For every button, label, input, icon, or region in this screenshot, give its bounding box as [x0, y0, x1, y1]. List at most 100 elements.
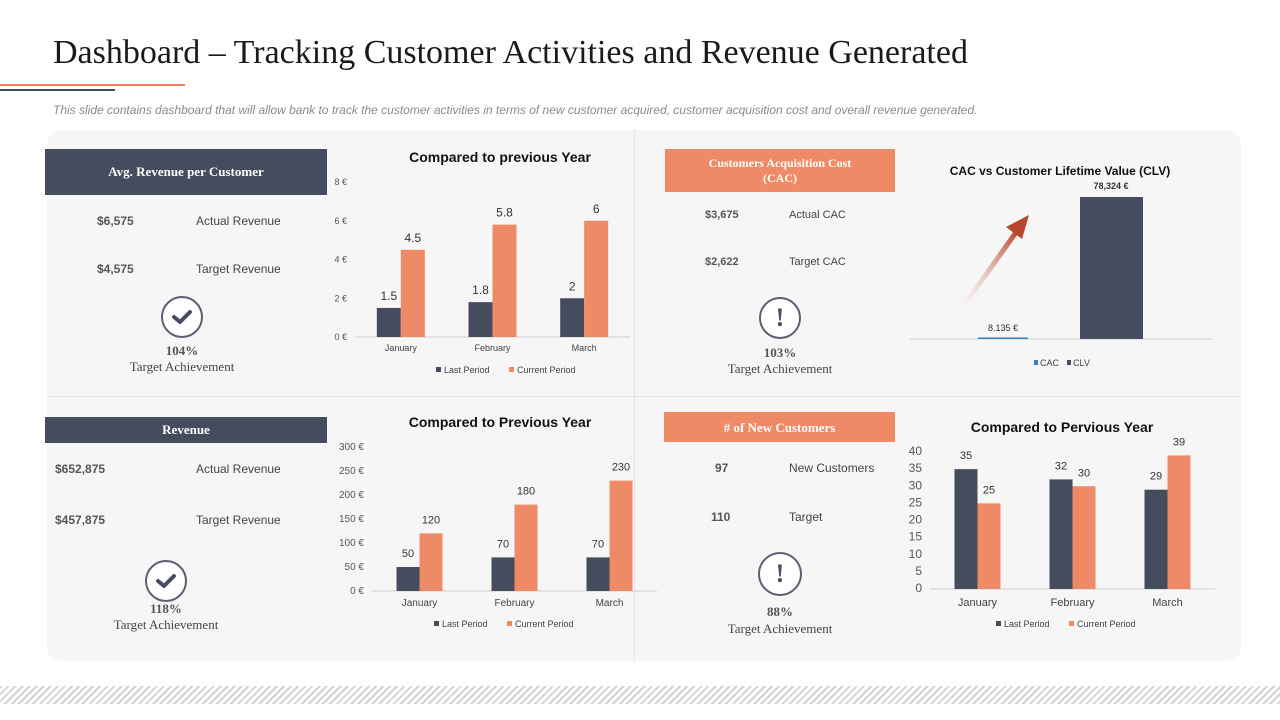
bar-cac — [978, 337, 1028, 339]
y-tick-label: 0 € — [350, 586, 364, 597]
x-tick-label: March — [572, 343, 597, 353]
exclamation-icon: ! — [775, 303, 785, 332]
data-label: 30 — [1078, 467, 1090, 479]
legend-swatch — [1069, 621, 1074, 626]
bar-last-period — [1144, 489, 1168, 589]
bar-current-period — [1072, 486, 1096, 589]
arpc-target-label: Target Revenue — [196, 262, 281, 276]
cac-status-circle: ! — [759, 297, 801, 339]
legend-label: Last Period — [442, 619, 488, 629]
chart-title: Compared to previous Year — [409, 149, 591, 165]
y-tick-label: 40 — [909, 444, 923, 458]
y-tick-label: 0 — [915, 581, 922, 595]
exclamation-icon: ! — [775, 559, 785, 588]
chart-title: Compared to Pervious Year — [971, 419, 1154, 435]
bar-last-period — [376, 307, 401, 337]
y-tick-label: 15 — [909, 530, 923, 544]
y-tick-label: 100 € — [339, 538, 364, 549]
data-label: 1.5 — [380, 289, 397, 303]
legend-swatch — [507, 621, 512, 626]
y-tick-label: 50 € — [345, 562, 365, 573]
bar-current-period — [977, 503, 1001, 589]
y-tick-label: 250 € — [339, 466, 364, 477]
data-label: 2 — [569, 279, 576, 293]
data-label: 230 — [612, 462, 630, 474]
vertical-divider — [634, 130, 635, 661]
page-subtitle: This slide contains dashboard that will … — [53, 103, 978, 117]
data-label: 8.135 € — [988, 323, 1018, 333]
cac-vs-clv-chart: CAC vs Customer Lifetime Value (CLV) 8.13… — [910, 164, 1212, 368]
y-tick-label: 30 — [909, 478, 923, 492]
bar-last-period — [954, 469, 978, 589]
revenue-percent: 118% — [150, 601, 182, 616]
bar-last-period — [491, 557, 515, 591]
horizontal-divider — [47, 396, 1241, 397]
trend-arrow-icon — [954, 229, 1020, 317]
data-label: 29 — [1150, 471, 1162, 483]
legend-label: Current Period — [1077, 619, 1136, 629]
arpc-status-circle — [161, 296, 203, 338]
arpc-comparison-chart: Compared to previous Year 0 € 2 € 4 € 6 € 8 €… — [334, 149, 630, 375]
bar-current-period — [419, 533, 443, 591]
chart-title: Compared to Previous Year — [409, 414, 592, 430]
legend-label: Current Period — [515, 619, 574, 629]
chart-title: CAC vs Customer Lifetime Value (CLV) — [950, 164, 1171, 178]
data-label: 70 — [497, 538, 509, 550]
legend-swatch — [1034, 360, 1038, 365]
x-tick-label: March — [1152, 597, 1183, 609]
y-tick-label: 2 € — [334, 293, 347, 303]
bar-current-period — [609, 480, 633, 591]
data-label: 39 — [1173, 436, 1185, 448]
data-label: 78,324 € — [1093, 181, 1128, 191]
y-tick-label: 6 € — [334, 216, 347, 226]
data-label: 180 — [517, 486, 535, 498]
data-label: 6 — [593, 202, 600, 216]
revenue-target-value: $457,875 — [55, 513, 106, 527]
new-customers-actual-value: 97 — [715, 461, 729, 475]
legend-swatch — [509, 367, 514, 372]
new-customers-target-value: 110 — [711, 510, 731, 524]
legend-label: Last Period — [1004, 619, 1050, 629]
legend-swatch — [1067, 360, 1071, 365]
arpc-percent: 104% — [165, 343, 199, 358]
data-label: 70 — [592, 538, 604, 550]
legend-label: Current Period — [517, 365, 576, 375]
legend-swatch — [996, 621, 1001, 626]
arpc-achievement-label: Target Achievement — [129, 359, 235, 374]
y-tick-label: 20 — [909, 513, 923, 527]
bar-last-period — [396, 567, 420, 591]
revenue-achievement-label: Target Achievement — [113, 617, 219, 632]
bar-current-period — [1167, 455, 1191, 589]
data-label: 50 — [402, 548, 414, 560]
x-tick-label: February — [1050, 597, 1095, 609]
new-customers-target-label: Target — [789, 510, 823, 524]
legend-swatch — [434, 621, 439, 626]
legend-swatch — [436, 367, 441, 372]
bar-current-period — [400, 249, 425, 337]
new-customers-percent: 88% — [767, 604, 793, 619]
revenue-comparison-chart: Compared to Previous Year 0 € 50 € 100 € 150… — [339, 414, 657, 629]
bar-clv — [1080, 197, 1143, 339]
cac-achievement-label: Target Achievement — [727, 361, 833, 376]
new-customers-actual-label: New Customers — [789, 461, 875, 475]
bar-last-period — [560, 298, 585, 337]
bar-last-period — [468, 302, 493, 337]
footer-stripe — [0, 686, 1280, 704]
cac-target-label: Target CAC — [789, 256, 846, 268]
bar-last-period — [586, 557, 610, 591]
x-tick-label: February — [494, 598, 534, 609]
new-customers-status-circle: ! — [758, 552, 802, 596]
new-customers-achievement-label: Target Achievement — [727, 621, 833, 636]
arpc-actual-label: Actual Revenue — [196, 214, 281, 228]
bar-current-period — [514, 504, 538, 591]
cac-header: Customers Acquisition Cost (CAC) — [665, 149, 895, 192]
data-label: 4.5 — [404, 231, 421, 245]
arpc-target-value: $4,575 — [97, 262, 134, 276]
x-tick-label: January — [958, 597, 998, 609]
cac-target-value: $2,622 — [705, 256, 739, 268]
data-label: 120 — [422, 514, 440, 526]
y-tick-label: 0 € — [334, 332, 347, 342]
data-label: 25 — [983, 484, 995, 496]
cac-actual-value: $3,675 — [705, 209, 739, 221]
bar-current-period — [492, 224, 517, 337]
